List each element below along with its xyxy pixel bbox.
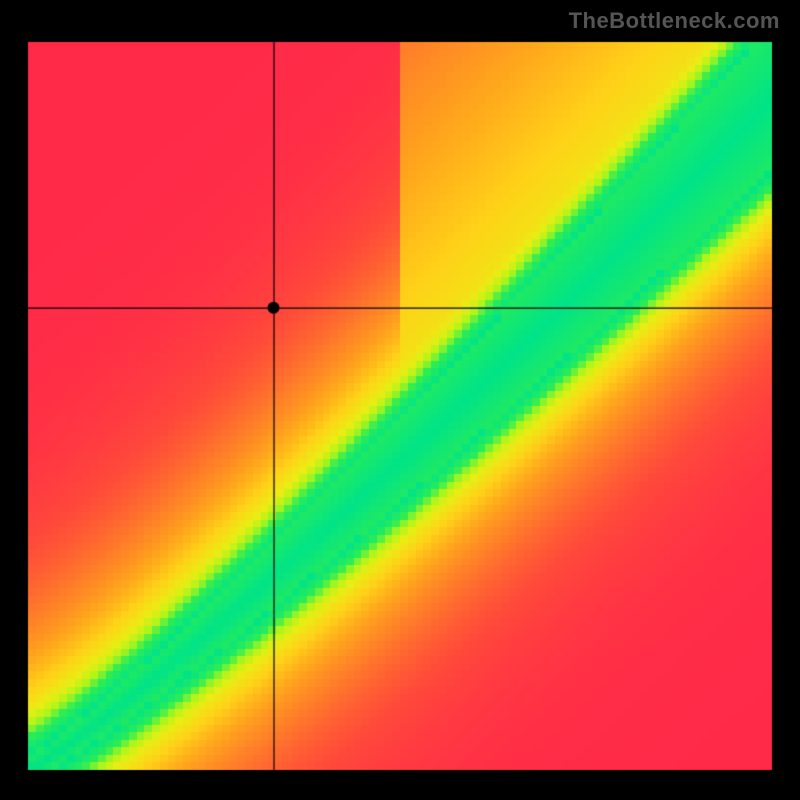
watermark-text: TheBottleneck.com: [569, 8, 780, 34]
figure-container: TheBottleneck.com: [0, 0, 800, 800]
crosshair-overlay: [0, 0, 800, 800]
